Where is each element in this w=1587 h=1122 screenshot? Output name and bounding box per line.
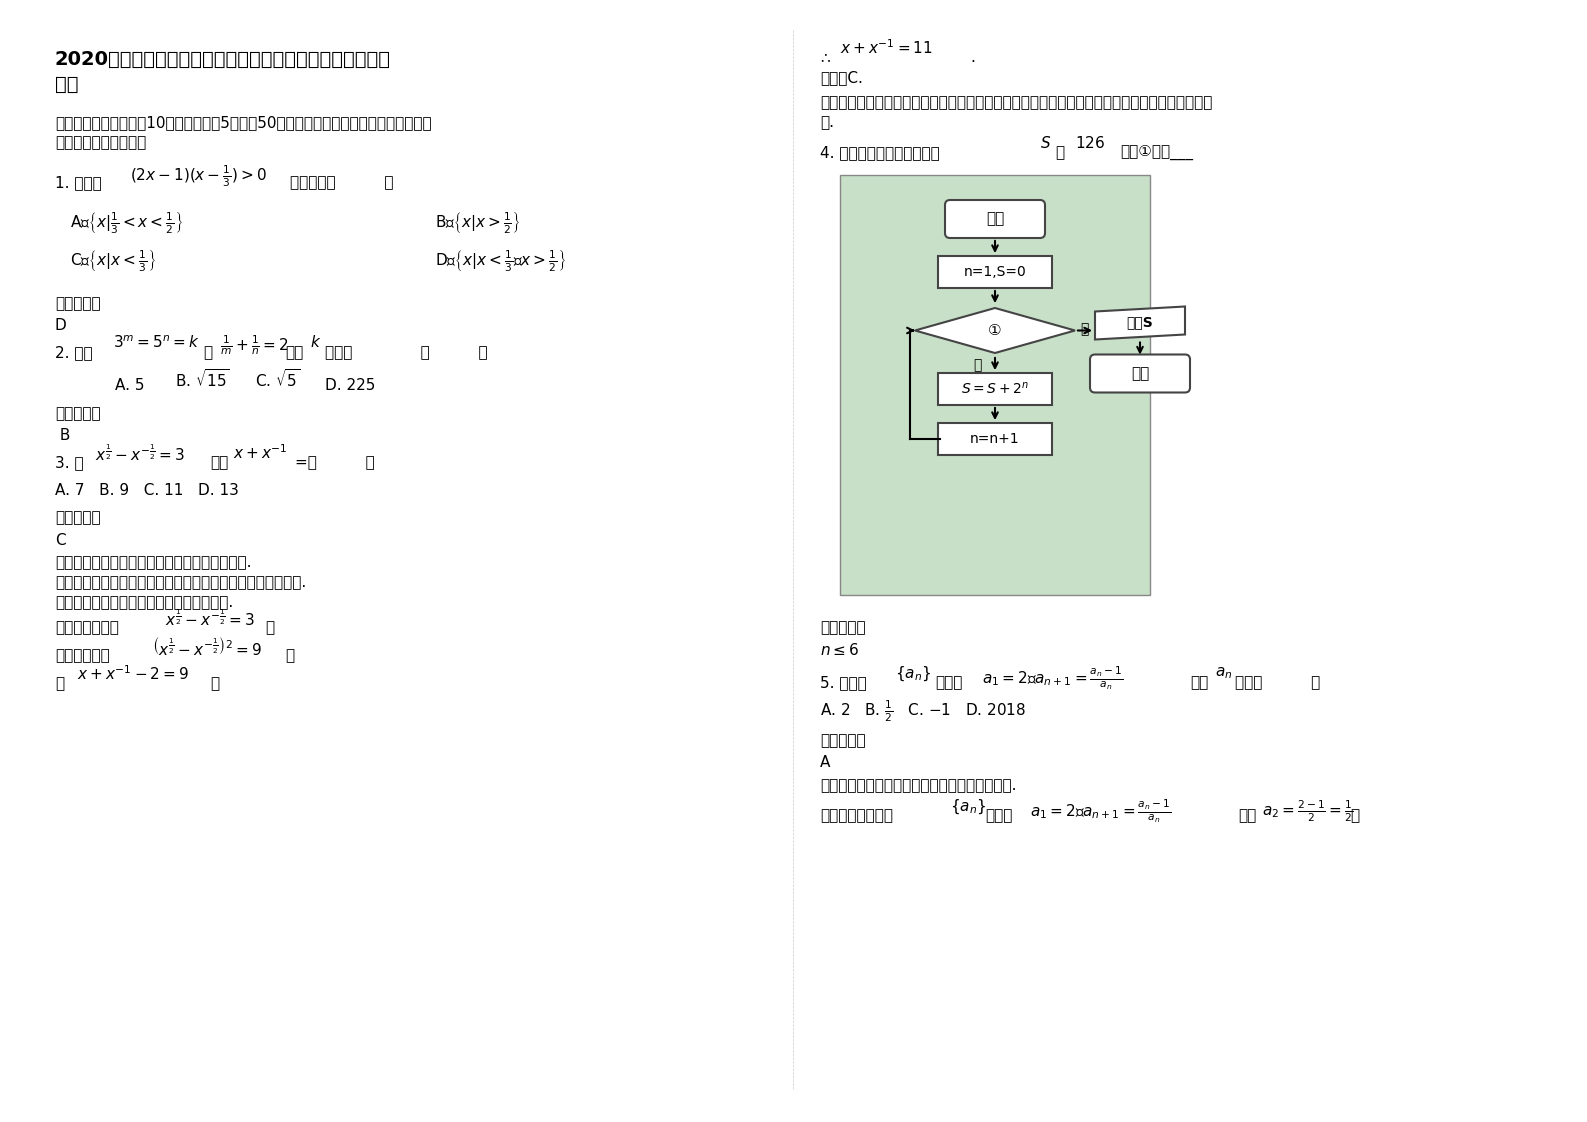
Text: 2. 已知: 2. 已知 [56, 344, 92, 360]
Text: 即: 即 [56, 675, 63, 691]
Text: A. 5: A. 5 [114, 378, 144, 393]
Text: ①: ① [989, 323, 1001, 338]
Text: B. $\sqrt{15}$: B. $\sqrt{15}$ [175, 368, 230, 390]
Text: n=n+1: n=n+1 [970, 432, 1020, 447]
Text: $x+x^{-1}-2=9$: $x+x^{-1}-2=9$ [78, 664, 189, 682]
Text: $3^m=5^n=k$: $3^m=5^n=k$ [113, 334, 200, 350]
Text: $k$: $k$ [309, 334, 321, 350]
Text: 开始: 开始 [986, 212, 1005, 227]
Text: $S$: $S$ [1039, 135, 1051, 151]
Text: $x^{\frac{1}{2}}-x^{-\frac{1}{2}}=3$: $x^{\frac{1}{2}}-x^{-\frac{1}{2}}=3$ [95, 443, 184, 465]
Text: 满足：: 满足： [986, 808, 1013, 824]
Text: 参考答案：: 参考答案： [820, 620, 865, 635]
Text: 【点评】本题考查根式与分数指数幂的互化及运算，能够想到把已知等式两边平方是关键，是基础: 【点评】本题考查根式与分数指数幂的互化及运算，能够想到把已知等式两边平方是关键，… [820, 95, 1212, 110]
Text: A、$\left\{x|\frac{1}{3}<x<\frac{1}{2}\right\}$: A、$\left\{x|\frac{1}{3}<x<\frac{1}{2}\ri… [70, 210, 183, 236]
Text: ，: ， [286, 649, 294, 663]
Text: $a_1=2$，$a_{n+1}=\frac{a_n-1}{a_n}$: $a_1=2$，$a_{n+1}=\frac{a_n-1}{a_n}$ [1030, 798, 1171, 826]
Text: $\{a_n\}$: $\{a_n\}$ [895, 665, 932, 683]
Text: 是: 是 [973, 358, 981, 373]
Text: $x^{\frac{1}{2}}-x^{-\frac{1}{2}}=3$: $x^{\frac{1}{2}}-x^{-\frac{1}{2}}=3$ [165, 608, 256, 629]
Text: ，: ， [1351, 808, 1358, 824]
Polygon shape [1095, 306, 1185, 340]
Text: =（          ）: =（ ） [295, 456, 375, 470]
Text: 3. 若: 3. 若 [56, 456, 84, 470]
Text: 【解答】解：数列: 【解答】解：数列 [820, 808, 893, 824]
Text: $\{a_n\}$: $\{a_n\}$ [951, 798, 986, 817]
Text: ，则: ，则 [1190, 675, 1208, 690]
Text: 【考点】根式与分数指数幂的互化及其化简运算.: 【考点】根式与分数指数幂的互化及其化简运算. [56, 555, 251, 570]
Text: ∴: ∴ [820, 50, 830, 65]
FancyBboxPatch shape [840, 175, 1151, 595]
Text: 否: 否 [1081, 322, 1089, 337]
FancyBboxPatch shape [944, 200, 1044, 238]
Text: C: C [56, 533, 65, 548]
FancyBboxPatch shape [938, 256, 1052, 288]
Text: $n\leq 6$: $n\leq 6$ [820, 642, 859, 657]
Text: 的解集为（          ）: 的解集为（ ） [290, 175, 394, 190]
Text: D、$\left\{x|x<\frac{1}{3}或x>\frac{1}{2}\right\}$: D、$\left\{x|x<\frac{1}{3}或x>\frac{1}{2}\… [435, 248, 567, 274]
Text: $\frac{1}{m}+\frac{1}{n}=2$: $\frac{1}{m}+\frac{1}{n}=2$ [221, 334, 289, 358]
Text: 输出S: 输出S [1127, 315, 1154, 330]
Text: 【专题】计算题；方程思想；数学模型法；函数的性质及应用.: 【专题】计算题；方程思想；数学模型法；函数的性质及应用. [56, 574, 306, 590]
Text: 【分析】利用数列的递推关系式，逐步求解即可.: 【分析】利用数列的递推关系式，逐步求解即可. [820, 778, 1017, 793]
FancyBboxPatch shape [1090, 355, 1190, 393]
Text: A: A [820, 755, 830, 770]
Text: 参考答案：: 参考答案： [56, 511, 100, 525]
Text: n=1,S=0: n=1,S=0 [963, 265, 1027, 279]
Text: 的值为              （          ）: 的值为 （ ） [325, 344, 487, 360]
Text: ，: ， [265, 620, 275, 635]
Text: $a_1=2$，$a_{n+1}=\frac{a_n-1}{a_n}$: $a_1=2$，$a_{n+1}=\frac{a_n-1}{a_n}$ [982, 665, 1124, 692]
Text: 题.: 题. [820, 114, 835, 130]
Text: .: . [970, 50, 974, 65]
Text: C、$\left\{x|x<\frac{1}{3}\right\}$: C、$\left\{x|x<\frac{1}{3}\right\}$ [70, 248, 156, 274]
Text: 【解答】解：由: 【解答】解：由 [56, 620, 119, 635]
Text: 【分析】把已知等式两边平方即可求得答案.: 【分析】把已知等式两边平方即可求得答案. [56, 595, 233, 610]
Text: 结束: 结束 [1132, 366, 1149, 381]
Text: D: D [56, 318, 67, 333]
FancyBboxPatch shape [938, 373, 1052, 405]
Text: C. $\sqrt{5}$: C. $\sqrt{5}$ [256, 368, 300, 390]
Text: ，: ， [209, 675, 219, 691]
Text: ，则①应为___: ，则①应为___ [1120, 145, 1193, 160]
Text: 1. 不等式: 1. 不等式 [56, 175, 102, 190]
Text: ，则: ，则 [209, 456, 229, 470]
Text: $x+x^{-1}$: $x+x^{-1}$ [233, 443, 287, 461]
Text: 2020年湖北省宜昌市县职业高级中学高一数学理月考试题含: 2020年湖北省宜昌市县职业高级中学高一数学理月考试题含 [56, 50, 390, 68]
Polygon shape [916, 309, 1074, 353]
Text: 故选：C.: 故选：C. [820, 70, 863, 85]
Text: 且: 且 [203, 344, 213, 360]
Text: $a_n$: $a_n$ [1216, 665, 1233, 681]
Text: 4. 若右面的程序框图输出的: 4. 若右面的程序框图输出的 [820, 145, 940, 160]
Text: 参考答案：: 参考答案： [56, 406, 100, 421]
Text: 满足：: 满足： [935, 675, 962, 690]
Text: $(2x-1)(x-\frac{1}{3})>0$: $(2x-1)(x-\frac{1}{3})>0$ [130, 163, 267, 188]
Text: 参考答案：: 参考答案： [820, 733, 865, 748]
Text: 5. 若数列: 5. 若数列 [820, 675, 867, 690]
Text: 两边平方得：: 两边平方得： [56, 649, 110, 663]
Text: A. 7   B. 9   C. 11   D. 13: A. 7 B. 9 C. 11 D. 13 [56, 482, 240, 498]
Text: B: B [56, 427, 70, 443]
Text: 是一个符合题目要求的: 是一个符合题目要求的 [56, 135, 146, 150]
Text: $\left(x^{\frac{1}{2}}-x^{-\frac{1}{2}}\right)^2=9$: $\left(x^{\frac{1}{2}}-x^{-\frac{1}{2}}\… [152, 636, 262, 657]
Text: A. 2   B. $\frac{1}{2}$   C. −1   D. 2018: A. 2 B. $\frac{1}{2}$ C. −1 D. 2018 [820, 698, 1027, 724]
FancyBboxPatch shape [938, 423, 1052, 456]
Text: ，则: ，则 [286, 344, 303, 360]
Text: 一、选择题：本大题共10小题，每小题5分，共50分。在每小题给出的四个选项中，只有: 一、选择题：本大题共10小题，每小题5分，共50分。在每小题给出的四个选项中，只… [56, 114, 432, 130]
Text: 等于（          ）: 等于（ ） [1235, 675, 1320, 690]
Text: 是: 是 [1055, 145, 1065, 160]
Text: D. 225: D. 225 [325, 378, 376, 393]
Text: 解析: 解析 [56, 75, 78, 94]
Text: B、$\left\{x|x>\frac{1}{2}\right\}$: B、$\left\{x|x>\frac{1}{2}\right\}$ [435, 210, 521, 236]
Text: ，则: ，则 [1238, 808, 1257, 824]
Text: $x+x^{-1}=11$: $x+x^{-1}=11$ [840, 38, 933, 57]
Text: $S=S+2^n$: $S=S+2^n$ [960, 381, 1028, 397]
Text: $126$: $126$ [1074, 135, 1105, 151]
Text: 参考答案：: 参考答案： [56, 296, 100, 311]
Text: $a_2=\frac{2-1}{2}=\frac{1}{2}$: $a_2=\frac{2-1}{2}=\frac{1}{2}$ [1262, 798, 1354, 824]
